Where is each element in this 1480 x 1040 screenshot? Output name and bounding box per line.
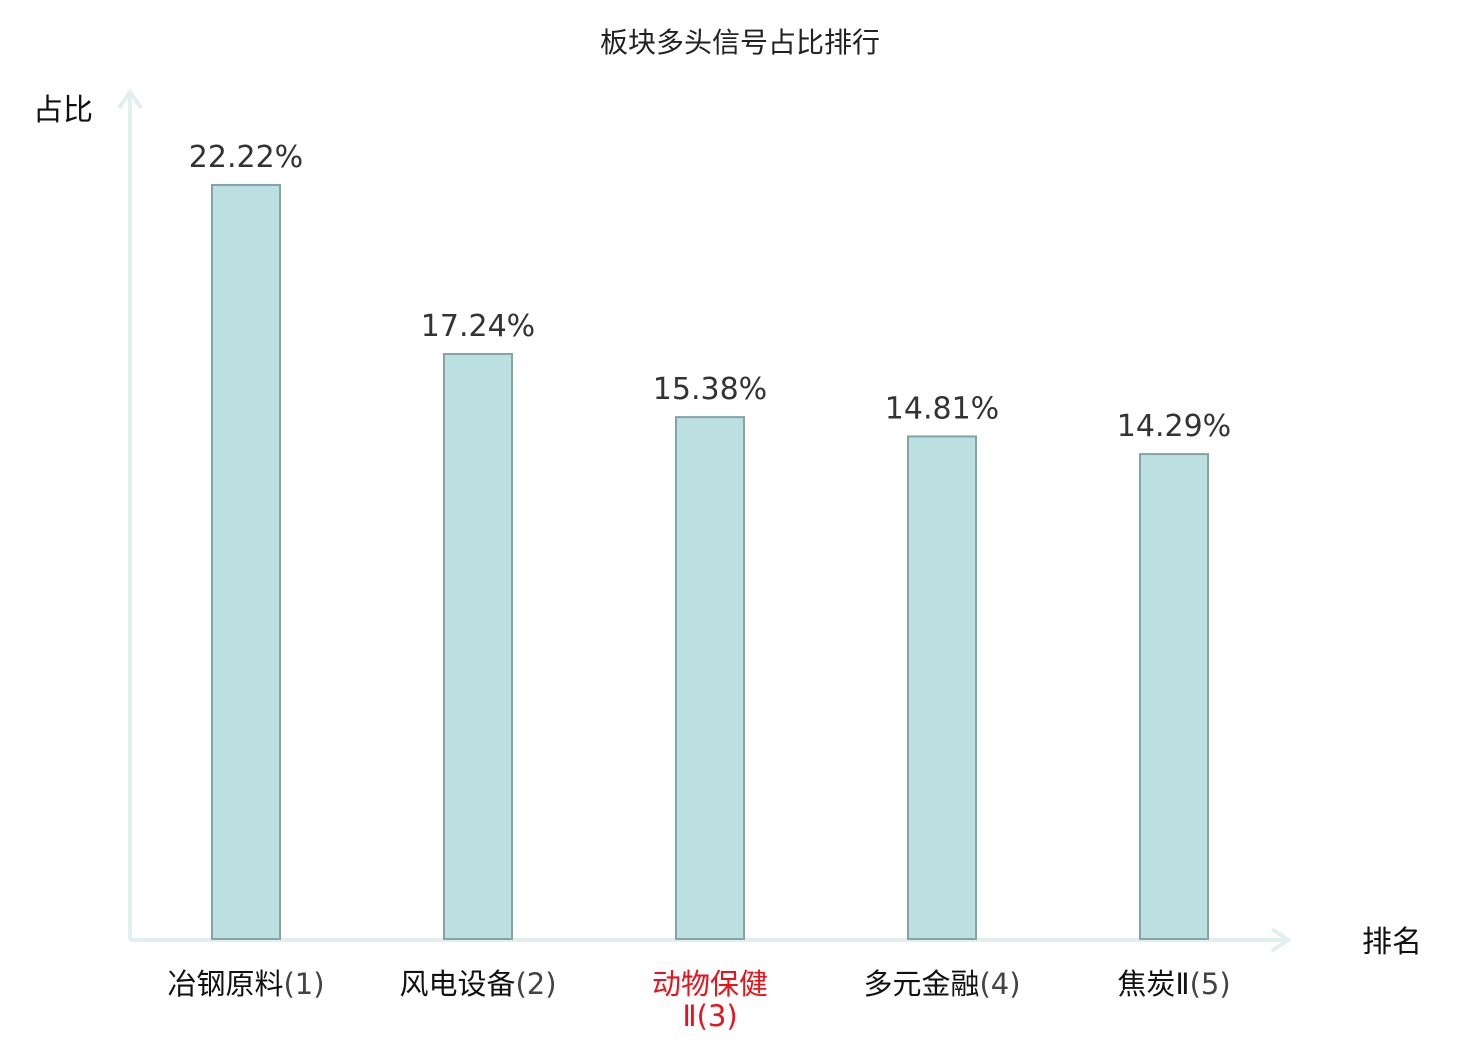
chart-title: 板块多头信号占比排行	[600, 26, 880, 59]
value-label: 14.81%	[885, 391, 999, 426]
bar	[443, 352, 513, 941]
category-rank: (5)	[1190, 967, 1231, 1001]
bar	[211, 184, 281, 940]
category-name: 焦炭Ⅱ	[1117, 967, 1189, 1001]
category-label: 焦炭Ⅱ(5)	[1117, 967, 1230, 1001]
category-name: 冶钢原料	[167, 967, 283, 1001]
x-axis-label: 排名	[1362, 925, 1422, 960]
category-rank: (1)	[283, 967, 324, 1001]
value-labels: 22.22% 17.24% 15.38% 14.81% 14.29%	[189, 140, 1231, 444]
category-label: 动物保健 Ⅱ(3)	[652, 967, 768, 1033]
value-label: 14.29%	[1117, 409, 1231, 444]
bar	[1139, 453, 1209, 940]
category-rank: Ⅱ(3)	[682, 999, 737, 1033]
category-rank: (2)	[515, 967, 556, 1001]
category-label: 多元金融(4)	[863, 967, 1020, 1001]
category-label: 冶钢原料(1)	[167, 967, 324, 1001]
category-name: 多元金融	[863, 967, 979, 1001]
bars	[211, 184, 1209, 941]
y-axis-label: 占比	[33, 93, 93, 128]
category-rank: (4)	[979, 967, 1020, 1001]
y-axis	[117, 88, 143, 940]
category-name: 动物保健	[652, 967, 768, 1001]
bar	[675, 416, 745, 940]
category-labels: 冶钢原料(1) 风电设备(2) 动物保健 Ⅱ(3) 多元金融(4) 焦炭Ⅱ(5)	[167, 967, 1230, 1033]
value-label: 22.22%	[189, 140, 303, 175]
bar	[907, 435, 977, 940]
value-label: 17.24%	[421, 309, 535, 344]
category-label: 风电设备(2)	[399, 967, 556, 1001]
value-label: 15.38%	[653, 372, 767, 407]
category-name: 风电设备	[399, 967, 515, 1001]
x-axis	[130, 927, 1292, 953]
